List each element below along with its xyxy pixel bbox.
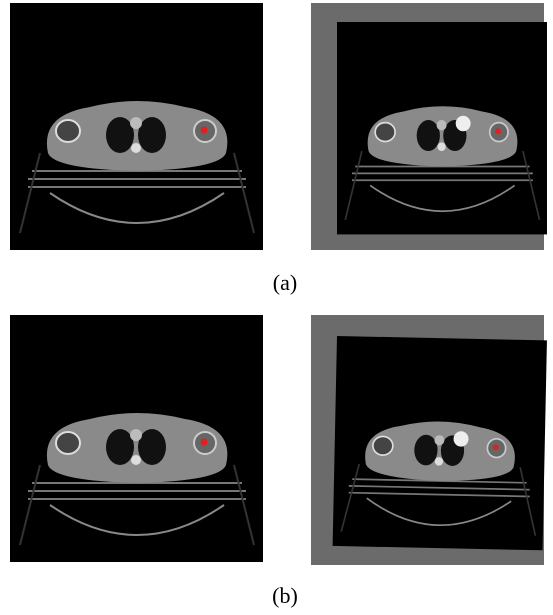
caption: (a) — [255, 270, 315, 296]
ct-panels — [0, 0, 553, 615]
caption: (b) — [255, 583, 315, 609]
figure: (a) (b) — [0, 0, 553, 615]
